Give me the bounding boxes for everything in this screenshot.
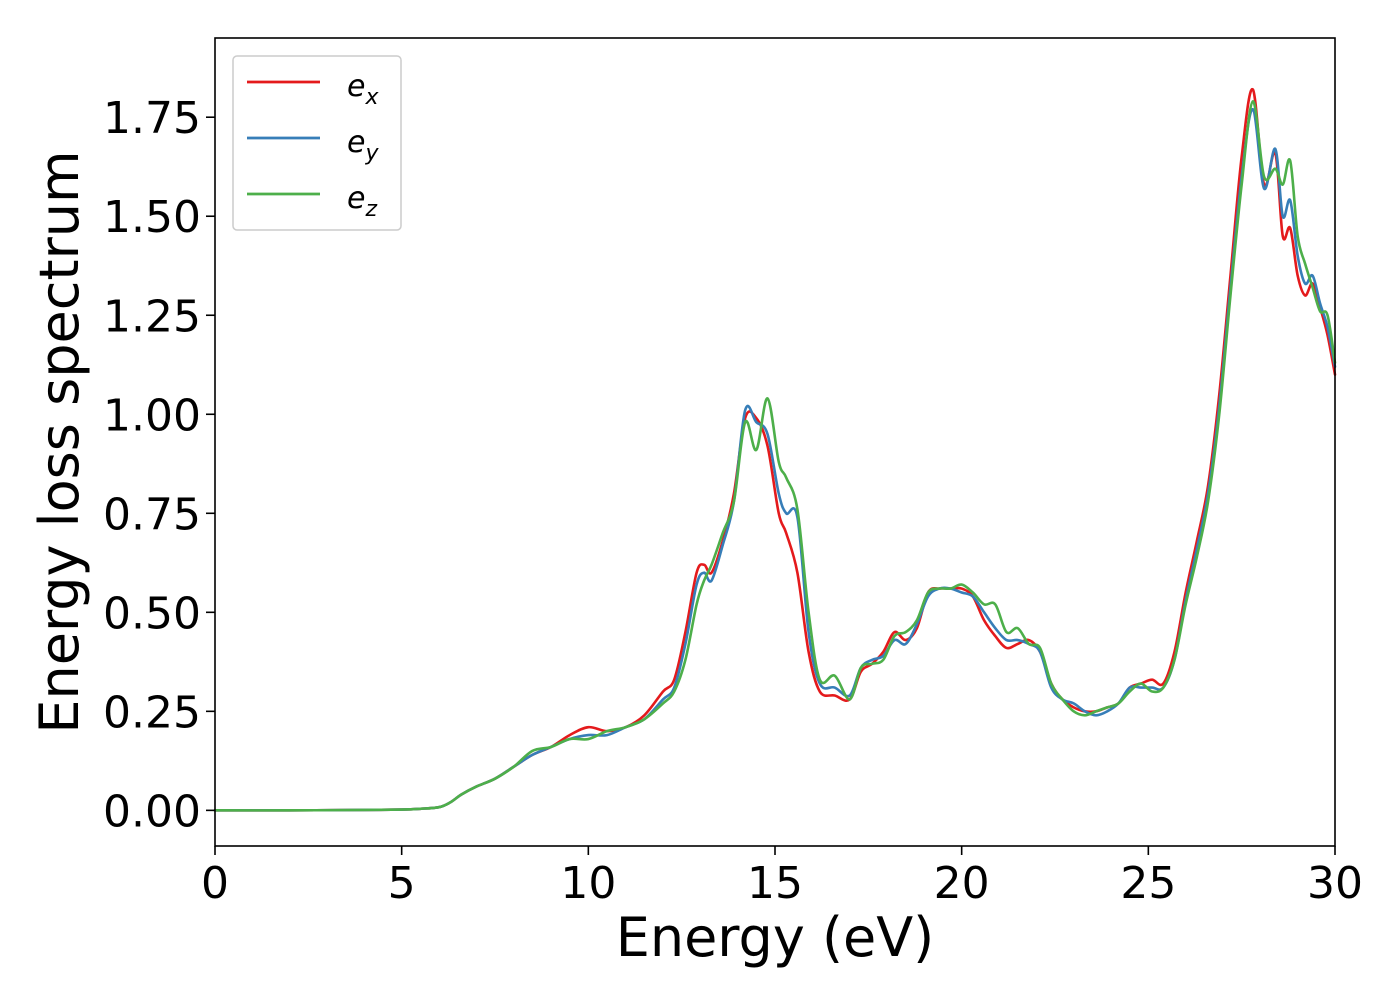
y-tick-label: 0.50: [103, 588, 201, 639]
legend-label-e-y: ey: [347, 125, 379, 166]
y-tick-label: 1.25: [103, 291, 201, 342]
legend-label-e-z: ez: [347, 181, 377, 222]
x-tick-label: 15: [747, 858, 803, 909]
x-axis-label: Energy (eV): [616, 906, 935, 969]
x-tick-label: 0: [201, 858, 229, 909]
y-tick-label: 1.75: [103, 93, 201, 144]
y-tick-label: 0.25: [103, 687, 201, 738]
x-axis-ticks: 0 5 10 15 20 25 30: [201, 846, 1363, 909]
series-layer: [213, 88, 1337, 812]
x-tick-label: 30: [1307, 858, 1363, 909]
y-tick-label: 0.75: [103, 489, 201, 540]
legend-items: ex ey ez: [247, 69, 379, 222]
x-tick-label: 5: [388, 858, 416, 909]
y-tick-label: 1.50: [103, 192, 201, 243]
x-tick-label: 10: [560, 858, 616, 909]
x-tick-label: 20: [934, 858, 990, 909]
x-tick-label: 25: [1120, 858, 1176, 909]
y-tick-label: 1.00: [103, 390, 201, 441]
series-line-e-z: [213, 100, 1337, 812]
y-axis-ticks: 0.00 0.25 0.50 0.75 1.00 1.25 1.50 1.75: [103, 93, 215, 837]
legend-label-e-x: ex: [347, 69, 379, 110]
legend-box: [232, 55, 402, 231]
y-axis-label: Energy loss spectrum: [28, 150, 91, 733]
legend: ex ey ez: [232, 55, 402, 231]
y-tick-label: 0.00: [103, 786, 201, 837]
